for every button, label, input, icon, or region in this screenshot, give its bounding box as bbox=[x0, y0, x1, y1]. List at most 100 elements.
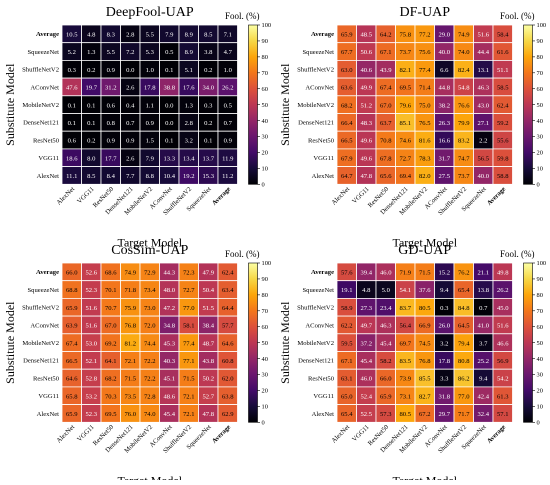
cell-value-label: 76.8 bbox=[419, 358, 431, 365]
colorbar-tick-label: 50 bbox=[262, 340, 268, 347]
cell-value-label: 58.9 bbox=[341, 305, 353, 312]
cell-value-label: 0.9 bbox=[107, 67, 116, 74]
column-label: Average bbox=[486, 424, 507, 445]
colorbar-tick-label: 50 bbox=[262, 102, 268, 109]
cell-value-label: 0.0 bbox=[165, 120, 174, 127]
y-axis-label: Substitute Model bbox=[278, 301, 292, 384]
colorbar-tick-label: 70 bbox=[262, 70, 268, 77]
cell-value-label: 48.7 bbox=[202, 340, 214, 347]
x-axis-label: Target Model bbox=[392, 473, 457, 480]
cell-value-label: 0.3 bbox=[204, 102, 213, 109]
cell-value-label: 3.2 bbox=[185, 138, 193, 145]
cell-value-label: 62.4 bbox=[497, 102, 509, 109]
colorbar-label: Fool. (%) bbox=[225, 249, 260, 259]
cell-value-label: 71.5 bbox=[419, 269, 431, 276]
colorbar-tick-label: 30 bbox=[537, 372, 543, 379]
cell-value-label: 2.6 bbox=[126, 85, 135, 92]
cell-value-label: 3.8 bbox=[204, 49, 213, 56]
cell-value-label: 78.3 bbox=[419, 155, 431, 162]
heatmap-panel-4: GD-UAP 57.6 39.4 46.0 71.9 71.5 15.2 76.2 21.1 49… bbox=[278, 243, 546, 485]
cell-value-label: 76.6 bbox=[458, 102, 470, 109]
colorbar-tick-label: 80 bbox=[537, 54, 543, 61]
cell-value-label: 80.5 bbox=[419, 305, 431, 312]
cell-value-label: 29.7 bbox=[438, 411, 450, 418]
cell-value-label: 64.2 bbox=[380, 31, 392, 38]
cell-value-label: 8.8 bbox=[146, 173, 155, 180]
cell-value-label: 62.4 bbox=[222, 269, 234, 276]
cell-value-label: 1.0 bbox=[146, 67, 155, 74]
cell-value-label: 68.2 bbox=[105, 376, 117, 383]
cell-value-label: 51.6 bbox=[497, 323, 509, 330]
cell-value-label: 70.3 bbox=[105, 393, 117, 400]
cell-value-label: 59.5 bbox=[341, 340, 353, 347]
colorbar-tick-label: 10 bbox=[537, 166, 543, 173]
cell-value-label: 0.1 bbox=[68, 120, 76, 127]
cell-value-label: 75.0 bbox=[419, 102, 431, 109]
row-label: DenseNet121 bbox=[23, 358, 59, 365]
cell-value-label: 17.7 bbox=[105, 155, 117, 162]
cell-value-label: 54.2 bbox=[497, 376, 509, 383]
cell-value-label: 3.2 bbox=[440, 340, 448, 347]
cell-value-label: 49.7 bbox=[360, 323, 372, 330]
row-label: Average bbox=[311, 269, 334, 276]
cell-value-label: 0.0 bbox=[126, 67, 135, 74]
cell-value-label: 0.9 bbox=[126, 138, 135, 145]
cell-value-label: 53.0 bbox=[85, 340, 97, 347]
cell-value-label: 57.3 bbox=[380, 411, 392, 418]
cell-value-label: 11.2 bbox=[222, 173, 233, 180]
cell-value-label: 44.8 bbox=[438, 85, 450, 92]
cell-value-label: 0.2 bbox=[87, 67, 95, 74]
cell-value-label: 0.1 bbox=[165, 138, 173, 145]
row-label: DenseNet121 bbox=[23, 120, 59, 127]
row-label: SqueezeNet bbox=[303, 49, 335, 56]
cell-value-label: 1.5 bbox=[146, 138, 155, 145]
row-label: VGG11 bbox=[38, 393, 59, 400]
cell-value-label: 50.4 bbox=[202, 287, 214, 294]
heatmap-cell bbox=[217, 404, 238, 423]
cell-value-label: 27.3 bbox=[360, 305, 372, 312]
row-label: VGG11 bbox=[38, 155, 59, 162]
cell-value-label: 43.9 bbox=[380, 67, 392, 74]
cell-value-label: 74.6 bbox=[399, 138, 411, 145]
cell-value-label: 80.5 bbox=[399, 411, 411, 418]
row-label: MobileNetV2 bbox=[22, 102, 59, 109]
colorbar-tick-label: 60 bbox=[537, 324, 543, 331]
row-label: ResNet50 bbox=[33, 375, 60, 382]
colorbar-tick-label: 0 bbox=[262, 420, 265, 427]
cell-value-label: 8.9 bbox=[185, 49, 194, 56]
cell-value-label: 4.8 bbox=[362, 287, 371, 294]
cell-value-label: 27.1 bbox=[477, 120, 489, 127]
cell-value-label: 56.4 bbox=[399, 323, 411, 330]
row-label: SqueezeNet bbox=[28, 287, 60, 294]
cell-value-label: 8.5 bbox=[204, 31, 213, 38]
cell-value-label: 64.5 bbox=[458, 323, 470, 330]
cell-value-label: 13.1 bbox=[477, 67, 489, 74]
cell-value-label: 79.6 bbox=[399, 102, 411, 109]
cell-value-label: 19.2 bbox=[183, 173, 195, 180]
cell-value-label: 4.7 bbox=[224, 49, 233, 56]
cell-value-label: 65.9 bbox=[380, 393, 392, 400]
cell-value-label: 1.3 bbox=[185, 102, 194, 109]
row-label: VGG11 bbox=[313, 393, 334, 400]
cell-value-label: 80.8 bbox=[458, 358, 470, 365]
cell-value-label: 68.8 bbox=[66, 287, 78, 294]
cell-value-label: 51.6 bbox=[85, 305, 97, 312]
cell-value-label: 49.9 bbox=[360, 85, 372, 92]
cell-value-label: 72.9 bbox=[144, 269, 156, 276]
colorbar-tick-label: 80 bbox=[537, 292, 543, 299]
colorbar-tick-label: 20 bbox=[537, 388, 543, 395]
cell-value-label: 52.3 bbox=[85, 287, 97, 294]
cell-value-label: 67.8 bbox=[380, 155, 392, 162]
row-label: SqueezeNet bbox=[303, 287, 335, 294]
cell-value-label: 71.7 bbox=[458, 411, 470, 418]
cell-value-label: 82.7 bbox=[419, 393, 431, 400]
cell-value-label: 63.7 bbox=[380, 120, 392, 127]
colorbar-tick-label: 100 bbox=[262, 260, 272, 267]
cell-value-label: 54.1 bbox=[399, 287, 411, 294]
cell-value-label: 67.1 bbox=[380, 49, 392, 56]
cell-value-label: 17.8 bbox=[438, 358, 450, 365]
cell-value-label: 47.6 bbox=[66, 85, 78, 92]
cell-value-label: 5.3 bbox=[146, 49, 155, 56]
row-label: DenseNet121 bbox=[298, 120, 334, 127]
